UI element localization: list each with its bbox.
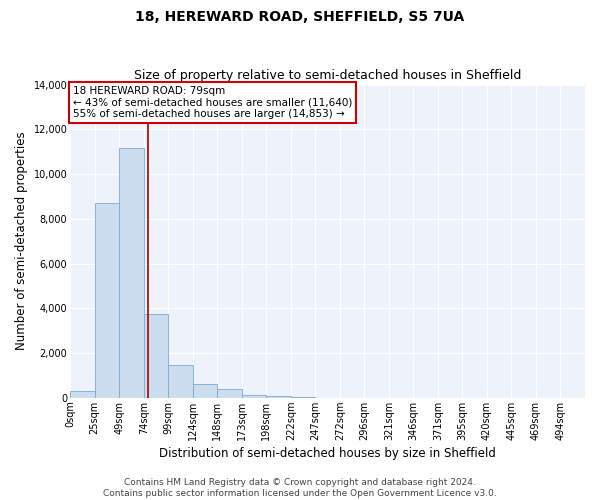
Bar <box>70 391 95 398</box>
Text: 18 HEREWARD ROAD: 79sqm
← 43% of semi-detached houses are smaller (11,640)
55% o: 18 HEREWARD ROAD: 79sqm ← 43% of semi-de… <box>73 86 352 120</box>
Bar <box>193 384 217 398</box>
Bar <box>95 203 119 398</box>
X-axis label: Distribution of semi-detached houses by size in Sheffield: Distribution of semi-detached houses by … <box>159 447 496 460</box>
Bar <box>242 395 266 398</box>
Text: 18, HEREWARD ROAD, SHEFFIELD, S5 7UA: 18, HEREWARD ROAD, SHEFFIELD, S5 7UA <box>136 10 464 24</box>
Title: Size of property relative to semi-detached houses in Sheffield: Size of property relative to semi-detach… <box>134 69 521 82</box>
Bar <box>217 390 242 398</box>
Bar <box>266 396 291 398</box>
Bar <box>144 314 168 398</box>
Bar <box>119 148 144 398</box>
Text: Contains HM Land Registry data © Crown copyright and database right 2024.
Contai: Contains HM Land Registry data © Crown c… <box>103 478 497 498</box>
Y-axis label: Number of semi-detached properties: Number of semi-detached properties <box>15 132 28 350</box>
Bar <box>168 366 193 398</box>
